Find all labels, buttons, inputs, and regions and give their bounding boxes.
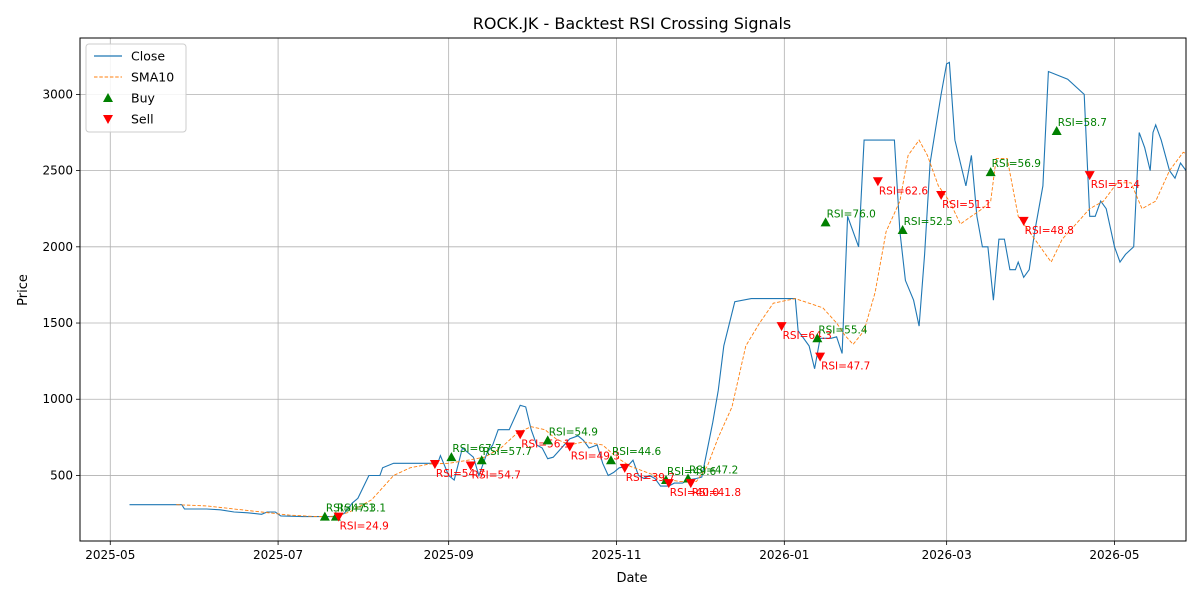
buy-rsi-label: RSI=58.7: [1058, 117, 1107, 129]
series-layer: [129, 61, 1186, 518]
sell-rsi-label: RSI=62.6: [879, 185, 929, 197]
buy-rsi-label: RSI=56.9: [992, 158, 1041, 170]
buy-marker: [985, 167, 996, 177]
x-tick-label: 2025-05: [85, 548, 135, 562]
sell-marker: [1018, 216, 1029, 226]
x-tick-label: 2025-09: [424, 548, 474, 562]
legend-label-buy: Buy: [131, 91, 155, 106]
y-tick-label: 500: [50, 468, 73, 482]
buy-marker: [1051, 125, 1062, 135]
grid: [80, 38, 1186, 541]
sell-marker: [515, 430, 526, 440]
buy-rsi-label: RSI=47.2: [689, 465, 738, 477]
sell-marker: [776, 322, 787, 332]
buy-rsi-label: RSI=53.1: [337, 503, 386, 515]
chart-title: ROCK.JK - Backtest RSI Crossing Signals: [473, 14, 792, 33]
x-tick-label: 2026-03: [922, 548, 972, 562]
sell-rsi-label: RSI=47.7: [821, 361, 870, 373]
sell-marker: [564, 442, 575, 452]
sell-marker: [663, 479, 674, 489]
legend-label-close: Close: [131, 49, 165, 64]
sell-marker: [872, 177, 883, 187]
sell-rsi-label: RSI=51.1: [942, 199, 991, 211]
buy-marker: [812, 333, 823, 343]
sell-marker: [815, 352, 826, 362]
legend-swatch-buy: [103, 93, 113, 102]
buy-marker: [476, 455, 487, 465]
legend-swatch-sell: [103, 115, 113, 124]
sell-rsi-label: RSI=41.8: [692, 487, 741, 499]
legend: Close SMA10 Buy Sell: [85, 43, 187, 133]
x-tick-label: 2025-11: [591, 548, 641, 562]
buy-marker: [319, 511, 330, 521]
sell-marker: [429, 460, 440, 470]
buy-rsi-label: RSI=52.5: [904, 216, 953, 228]
buy-rsi-label: RSI=76.0: [827, 208, 876, 220]
series-line-close: [129, 61, 1186, 518]
sell-rsi-label: RSI=48.8: [1025, 225, 1074, 237]
buy-rsi-label: RSI=44.6: [612, 446, 662, 458]
buy-marker: [820, 217, 831, 227]
y-axis-ticks: 500 1000 1500 2000 2500 3000: [42, 87, 80, 482]
legend-label-sma10: SMA10: [131, 70, 174, 85]
y-tick-label: 1000: [42, 392, 73, 406]
sell-rsi-label: RSI=49.3: [571, 450, 620, 462]
y-tick-label: 2500: [42, 164, 73, 178]
buy-rsi-label: RSI=47.1: [326, 503, 375, 515]
y-tick-label: 1500: [42, 316, 73, 330]
sell-marker: [619, 463, 630, 473]
buy-rsi-label: RSI=49.6: [667, 466, 717, 478]
buy-marker: [446, 452, 457, 462]
legend-box: [85, 43, 187, 133]
sell-marker: [936, 190, 947, 200]
x-tick-label: 2025-07: [253, 548, 303, 562]
sell-rsi-label: RSI=54.7: [436, 468, 485, 480]
y-axis-label: Price: [16, 274, 31, 306]
sell-rsi-label: RSI=39.7: [626, 472, 675, 484]
sell-rsi-label: RSI=40.0: [670, 487, 719, 499]
buy-rsi-label: RSI=57.7: [483, 446, 532, 458]
buy-rsi-label: RSI=55.4: [818, 324, 868, 336]
legend-label-sell: Sell: [131, 112, 154, 127]
buy-marker: [605, 455, 616, 465]
x-axis-label: Date: [616, 571, 647, 586]
buy-marker: [897, 225, 908, 235]
buy-rsi-label: RSI=67.7: [452, 443, 501, 455]
sell-rsi-label: RSI=51.4: [1091, 179, 1141, 191]
buy-marker: [542, 435, 553, 445]
y-tick-label: 2000: [42, 240, 73, 254]
sell-rsi-label: RSI=24.9: [340, 521, 389, 533]
x-tick-label: 2026-05: [1089, 548, 1139, 562]
sell-rsi-label: RSI=54.7: [472, 470, 521, 482]
sell-marker: [1084, 171, 1095, 181]
buy-rsi-label: RSI=54.9: [549, 426, 598, 438]
sell-marker: [465, 461, 476, 471]
x-tick-label: 2026-01: [759, 548, 809, 562]
series-line-sma10: [176, 139, 1186, 518]
y-tick-label: 3000: [42, 87, 73, 101]
axes-frame: [79, 37, 1187, 542]
x-axis-ticks: 2025-05 2025-07 2025-09 2025-11 2026-01 2026-…: [85, 541, 1140, 562]
sell-marker: [685, 479, 696, 489]
sell-marker: [333, 512, 344, 522]
